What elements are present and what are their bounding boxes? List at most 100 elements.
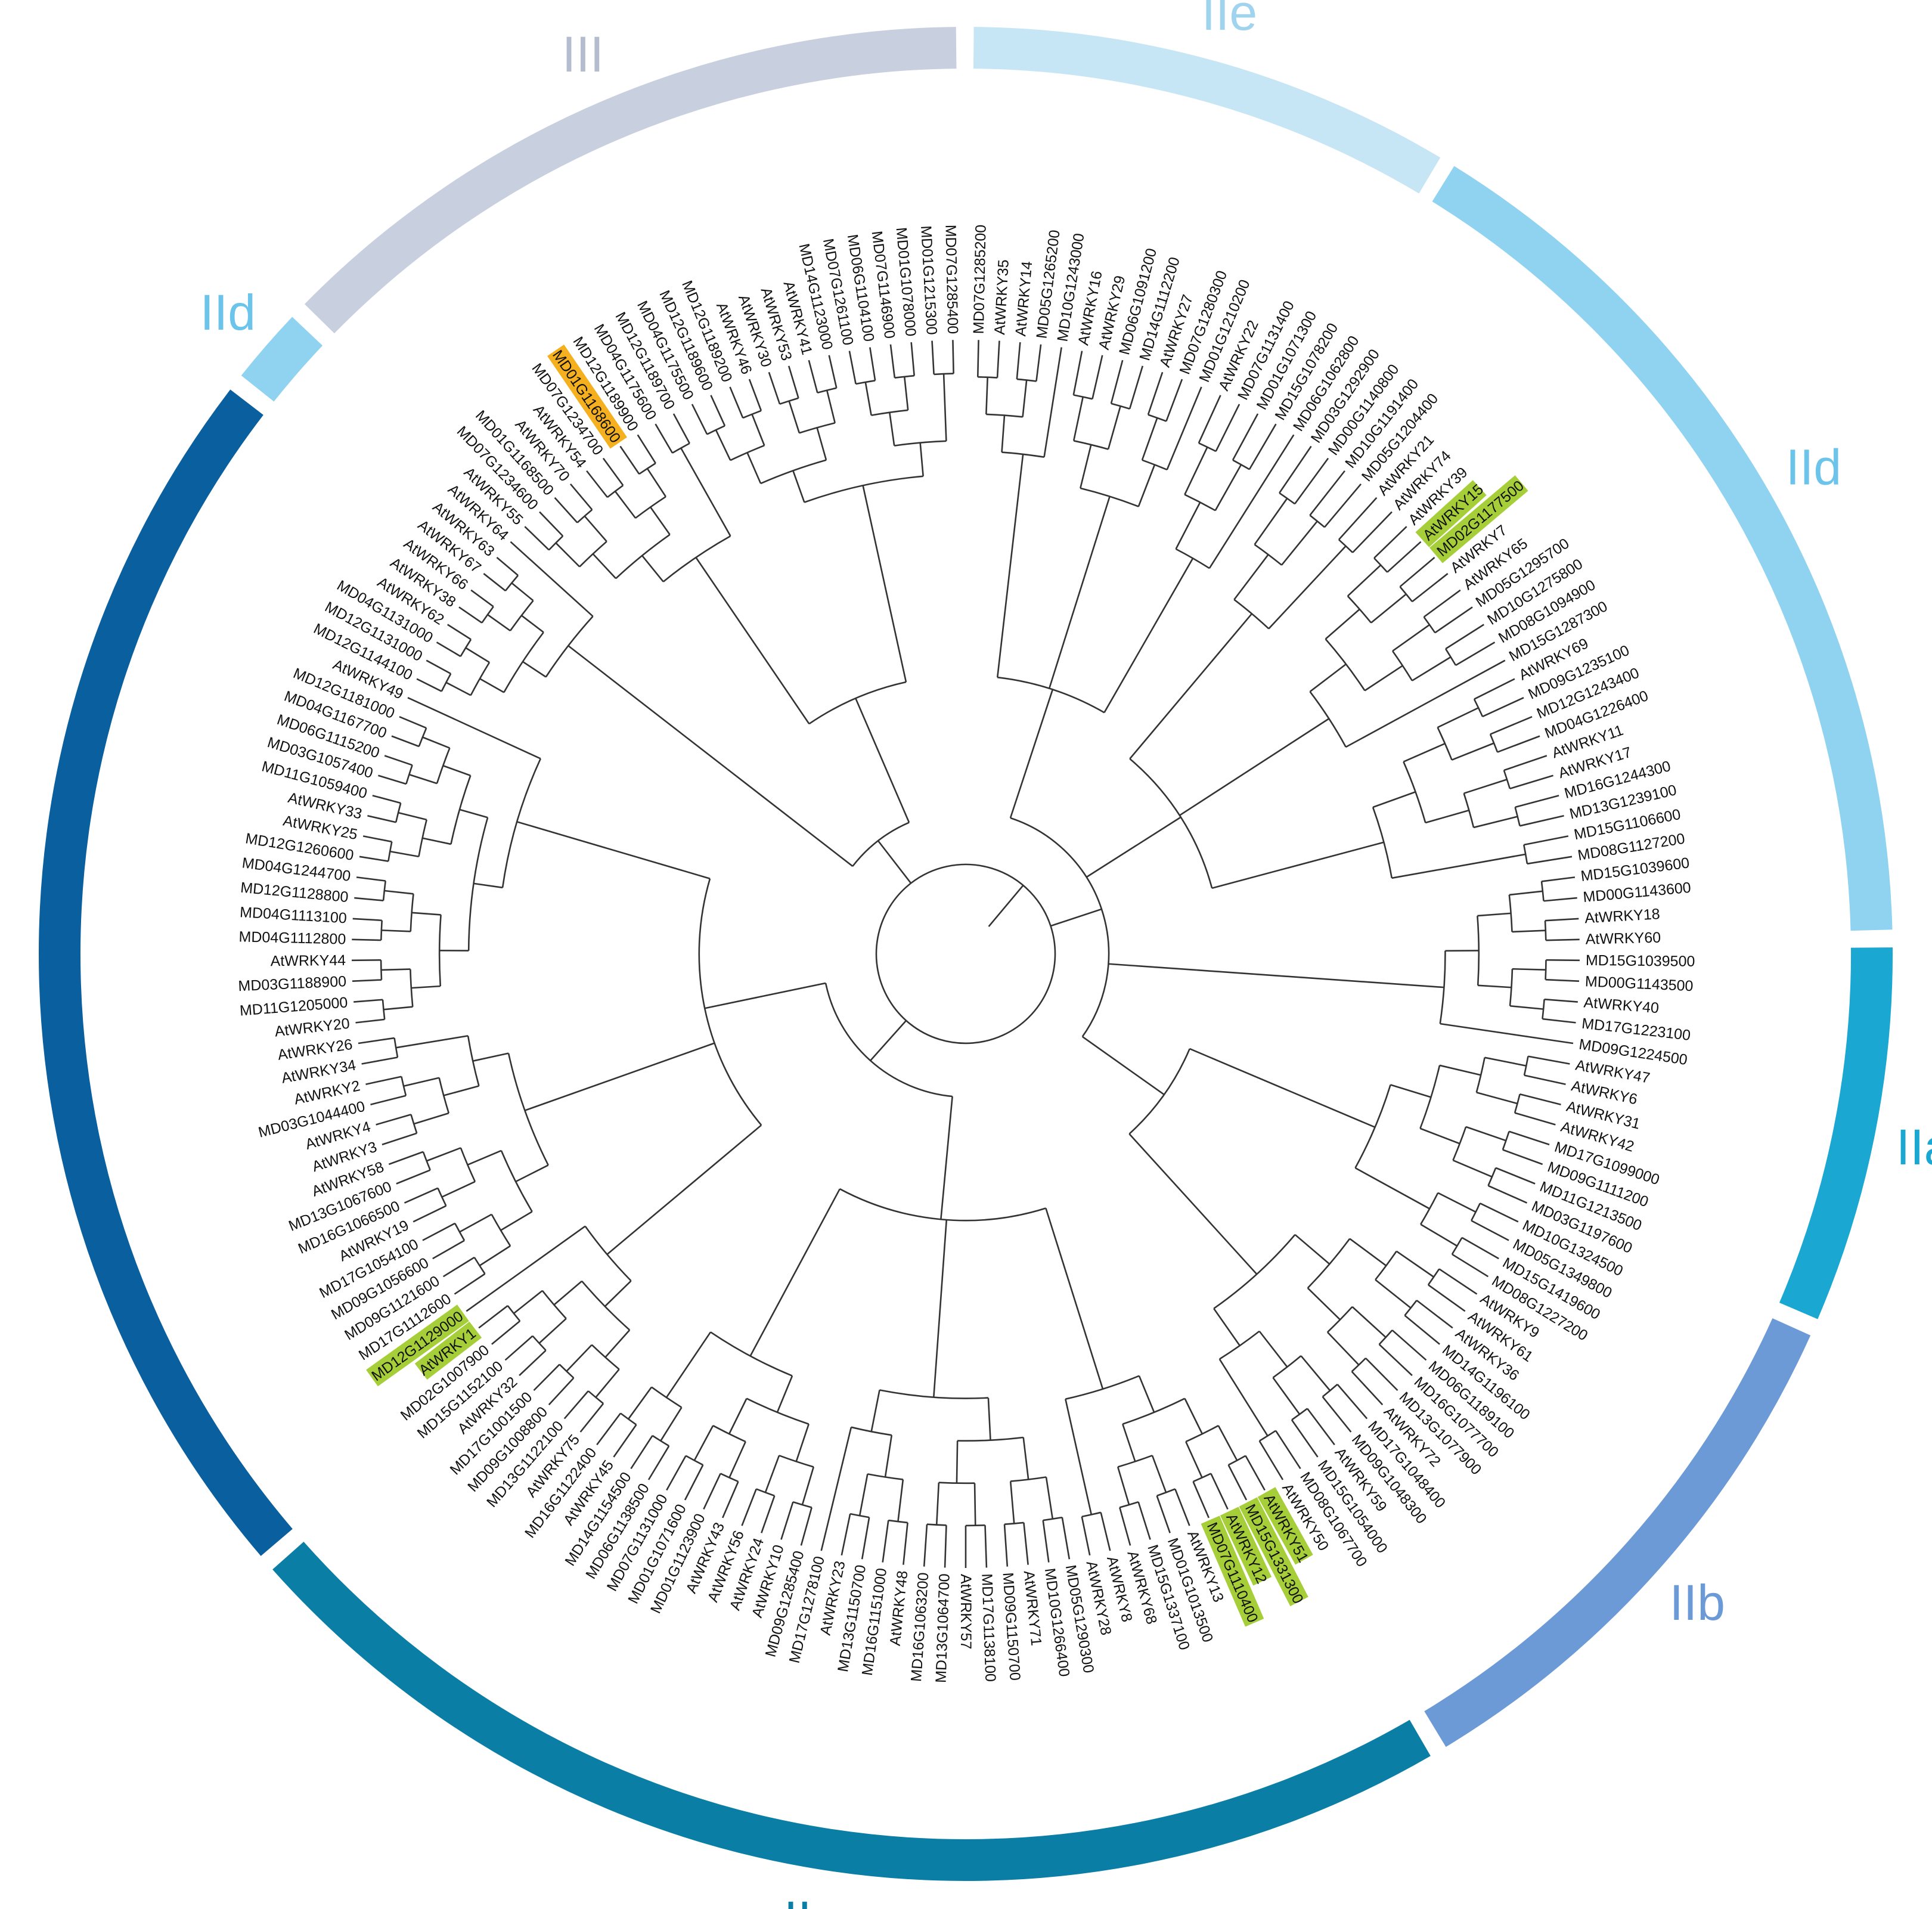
branch-edge [680,447,731,537]
branch-edge [354,897,384,901]
branch-node-arc [706,425,725,435]
branch-edge [1509,1005,1544,1010]
branch-node-arc [1010,1476,1047,1482]
branch-edge [869,347,876,381]
branch-edge [1210,1473,1229,1510]
branch-edge [1399,557,1435,588]
branch-edge [1403,742,1446,763]
branch-node-arc [638,462,656,475]
branch-edge [1453,1159,1493,1178]
branch-edge [944,1525,947,1568]
branch-edge [848,351,857,385]
clade-band-IId2 [241,317,323,402]
branch-edge [684,1464,704,1501]
branch-edge [352,918,382,922]
branch-node-arc [418,727,427,747]
branch-edge [398,811,427,821]
branch-edge [1198,395,1221,444]
branch-edge [604,1280,632,1307]
branch-edge [352,979,382,983]
branch-edge [1043,347,1062,457]
branch-edge [411,912,441,916]
branch-edge [1503,755,1548,771]
branch-edge [1227,1464,1248,1501]
branch-edge [715,429,731,461]
branch-edge [382,1132,417,1146]
leaf-label: MD13G1064700 [932,1573,953,1683]
branch-edge [1387,541,1422,573]
branch-edge [1347,564,1382,597]
branch-edge [1354,1167,1430,1210]
leaf-label: AtWRKY18 [1584,906,1660,926]
branch-edge [1211,841,1384,889]
branch-edge [1391,853,1526,879]
leaf-label: MD00G1143500 [1584,973,1694,994]
branch-node-arc [730,444,765,461]
branch-node-arc [410,1114,418,1134]
branch-node-arc [491,1214,511,1247]
branch-edge [465,647,490,664]
branch-node-arc [1351,1358,1366,1372]
branch-node-arc [1233,599,1270,630]
branch-node-arc [1373,557,1388,573]
branch-edge [1437,707,1479,729]
leaf-label: MD07G1285400 [942,224,961,334]
branch-edge [359,856,389,862]
branch-edge [504,1335,534,1361]
branch-edge [367,814,396,823]
branch-node-arc [1372,807,1393,879]
clade-label-IIb: IIb [1670,1575,1725,1631]
branch-node-arc [808,681,907,725]
branch-edge [996,454,1024,678]
root-arc [875,882,1056,1045]
branch-edge [479,678,505,693]
branch-edge [500,1211,533,1231]
branch-edge [408,773,438,785]
branch-edge [768,371,781,405]
branch-edge [1072,396,1084,441]
branch-edge [933,1219,948,1397]
branch-node-arc [460,1147,476,1182]
branch-edge [1001,415,1006,453]
branch-edge [1215,404,1241,452]
branch-edge [445,681,472,696]
branch-edge [554,497,578,523]
branch-edge [1509,774,1553,790]
branch-edge [855,698,910,823]
branch-edge [1141,417,1158,461]
branch-edge [413,1205,446,1223]
branch-edge [604,1330,631,1358]
branch-edge [1509,1130,1550,1146]
branch-edge [411,985,441,989]
branch-node-arc [672,442,690,454]
branch-edge [442,765,471,777]
clade-label-IId: IId [1786,439,1841,495]
branch-edge [1471,1220,1509,1241]
branch-edge [422,1222,455,1241]
branch-edge [1147,371,1164,415]
branch-node-arc [685,1455,703,1466]
branch-edge [987,1397,991,1440]
branch-edge [1524,1074,1566,1086]
branch-node-arc [1404,1300,1418,1316]
branch-edge [533,1363,560,1392]
leaf-label: MD07G1285200 [970,224,990,334]
branch-edge [795,1424,810,1462]
branch-node-arc [799,422,836,434]
branch-edge [695,557,810,724]
leaf-label: AtWRKY14 [1012,261,1035,337]
branch-edge [407,696,541,760]
branch-edge [416,678,442,692]
branch-edge [447,624,472,640]
branch-edge [516,821,711,879]
branch-edge [728,1398,748,1434]
branch-edge [1294,457,1329,504]
branch-edge [984,1525,988,1568]
branch-edge [741,1489,757,1526]
branch-edge [1184,447,1208,495]
branch-edge [370,1095,407,1106]
branch-edge [1497,735,1540,753]
branch-edge [942,374,947,441]
leaf-label: AtWRKY71 [1021,1570,1045,1647]
